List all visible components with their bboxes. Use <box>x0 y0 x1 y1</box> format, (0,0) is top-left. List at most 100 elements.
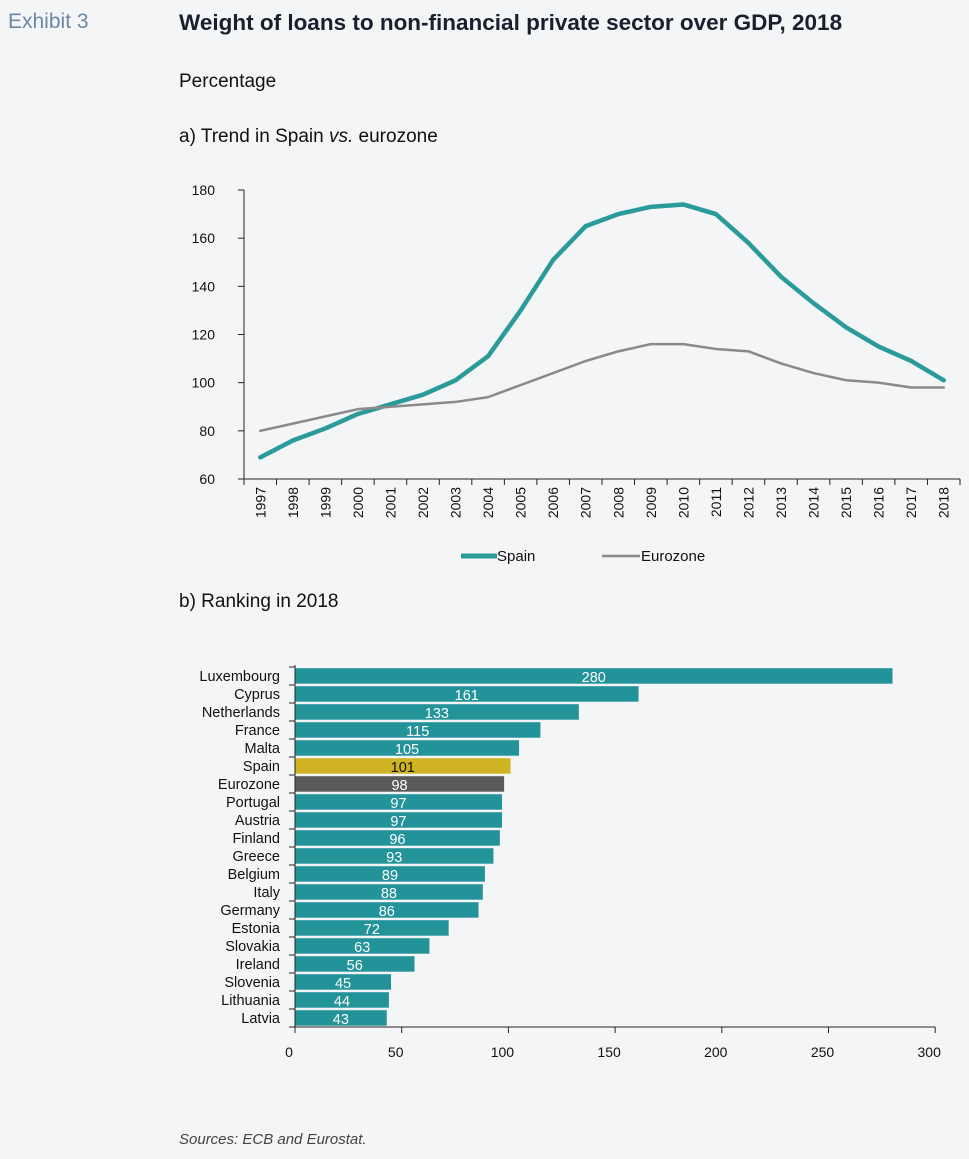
bar-category-label: Lithuania <box>221 993 281 1009</box>
line-x-tick-label: 2012 <box>740 487 756 518</box>
legend-label-spain: Spain <box>497 548 535 565</box>
unit-label: Percentage <box>179 71 277 92</box>
line-x-tick-label: 2000 <box>350 487 366 518</box>
bar-value-label: 280 <box>582 670 606 686</box>
line-x-tick-label: 1997 <box>252 487 268 518</box>
bar-eurozone <box>295 776 505 792</box>
bar-category-label: Germany <box>220 903 280 919</box>
bar-category-label: Greece <box>232 849 280 865</box>
bar-portugal <box>295 794 502 810</box>
bar-france <box>295 722 541 738</box>
panel-a-title-italic: vs. <box>328 126 354 147</box>
bar-value-label: 97 <box>390 796 406 812</box>
bar-x-tick-label: 50 <box>388 1044 404 1060</box>
panel-a-title-prefix: a) Trend in Spain <box>179 126 329 147</box>
line-series-spain <box>258 202 946 460</box>
bar-category-label: Portugal <box>226 795 280 811</box>
line-x-tick-label: 2007 <box>578 487 594 518</box>
panel-b-title: b) Ranking in 2018 <box>179 591 339 612</box>
line-series-eurozone <box>259 342 945 433</box>
bar-value-label: 86 <box>379 904 395 920</box>
sources-note: Sources: ECB and Eurostat. <box>179 1131 367 1148</box>
bar-spain <box>295 758 511 774</box>
bar-value-label: 105 <box>395 742 419 758</box>
bar-value-label: 56 <box>347 958 363 974</box>
bar-category-label: Slovakia <box>225 939 281 955</box>
bar-category-label: Belgium <box>228 867 280 883</box>
line-x-tick-label: 2001 <box>382 487 398 518</box>
line-x-tick-label: 2009 <box>643 487 659 518</box>
bar-estonia <box>295 920 449 936</box>
line-x-tick-label: 2017 <box>903 487 919 518</box>
line-x-tick-label: 2018 <box>936 487 952 518</box>
bar-category-label: Italy <box>253 885 280 901</box>
bar-austria <box>295 812 502 828</box>
bar-ireland <box>295 956 415 972</box>
line-y-tick-label: 180 <box>192 182 216 198</box>
line-y-tick-label: 160 <box>192 230 216 246</box>
bar-category-label: Spain <box>243 759 280 775</box>
bar-category-label: Eurozone <box>218 777 280 793</box>
bar-category-label: Latvia <box>241 1011 281 1027</box>
bar-value-label: 88 <box>381 886 397 902</box>
bar-belgium <box>295 866 485 882</box>
bar-germany <box>295 902 479 918</box>
line-y-tick-label: 60 <box>199 471 215 487</box>
bar-category-label: France <box>235 723 280 739</box>
bar-value-label: 43 <box>333 1012 349 1028</box>
bar-value-label: 44 <box>334 994 350 1010</box>
line-x-tick-label: 1999 <box>317 487 333 518</box>
line-x-tick-label: 2008 <box>610 487 626 518</box>
bar-category-label: Slovenia <box>224 975 281 991</box>
bar-slovakia <box>295 938 430 954</box>
bar-value-label: 89 <box>382 868 398 884</box>
bar-luxembourg <box>295 668 893 684</box>
bar-value-label: 101 <box>391 760 415 776</box>
bar-finland <box>295 830 500 846</box>
bar-x-tick-label: 100 <box>491 1044 515 1060</box>
bar-category-label: Estonia <box>232 921 281 937</box>
bar-value-label: 98 <box>391 778 407 794</box>
line-x-tick-label: 2016 <box>871 487 887 518</box>
exhibit-title: Weight of loans to non-financial private… <box>179 10 843 35</box>
bar-italy <box>295 884 483 900</box>
bar-category-label: Luxembourg <box>199 669 280 685</box>
line-x-tick-label: 2014 <box>806 487 822 518</box>
line-x-tick-label: 2002 <box>415 487 431 518</box>
line-x-tick-label: 2011 <box>708 487 724 517</box>
bar-x-tick-label: 150 <box>597 1044 621 1060</box>
bar-x-tick-label: 200 <box>704 1044 728 1060</box>
bar-netherlands <box>295 704 579 720</box>
bar-category-label: Cyprus <box>234 687 280 703</box>
panel-a-title: a) Trend in Spain vs. eurozone <box>179 126 438 148</box>
bar-value-label: 97 <box>390 814 406 830</box>
bar-cyprus <box>295 686 639 702</box>
legend-label-eurozone: Eurozone <box>641 548 705 565</box>
bar-greece <box>295 848 494 864</box>
panel-a-title-suffix: eurozone <box>353 126 438 147</box>
bar-x-tick-label: 0 <box>285 1044 293 1060</box>
bar-category-label: Ireland <box>236 957 280 973</box>
bar-category-label: Austria <box>235 813 281 829</box>
bar-latvia <box>295 1010 387 1026</box>
bar-lithuania <box>295 992 389 1008</box>
bar-category-label: Netherlands <box>202 705 280 721</box>
line-x-tick-label: 2010 <box>675 487 691 518</box>
line-y-tick-label: 100 <box>192 375 216 391</box>
exhibit-label: Exhibit 3 <box>8 10 89 33</box>
bar-x-tick-label: 300 <box>918 1044 942 1060</box>
line-x-tick-label: 2013 <box>773 487 789 518</box>
bar-value-label: 45 <box>335 976 351 992</box>
line-x-tick-label: 2003 <box>448 487 464 518</box>
bar-value-label: 96 <box>389 832 405 848</box>
bar-value-label: 161 <box>455 688 479 704</box>
line-x-tick-label: 2015 <box>838 487 854 518</box>
line-x-tick-label: 2004 <box>480 487 496 518</box>
line-x-tick-label: 1998 <box>285 487 301 518</box>
bar-malta <box>295 740 520 756</box>
bar-value-label: 133 <box>425 706 449 722</box>
bar-value-label: 93 <box>386 850 402 866</box>
line-x-tick-label: 2006 <box>545 487 561 518</box>
bar-value-label: 72 <box>364 922 380 938</box>
